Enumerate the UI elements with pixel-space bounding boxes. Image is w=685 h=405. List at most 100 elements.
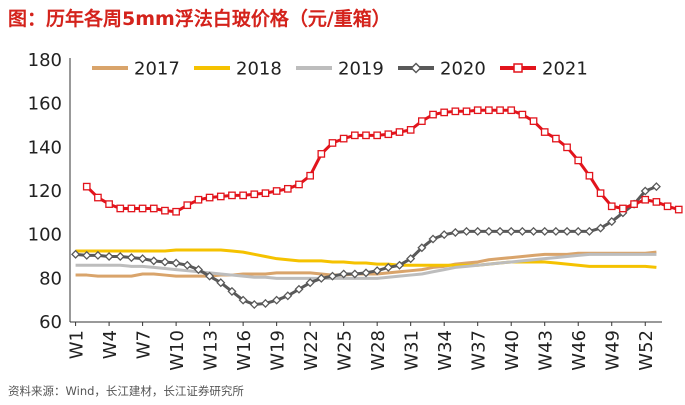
point-2020: [584, 226, 594, 236]
x-tick-label: W1: [67, 330, 88, 359]
point-2020: [607, 217, 617, 227]
point-2021: [462, 107, 471, 116]
legend-label-2018: 2018: [236, 59, 282, 80]
point-2020: [350, 269, 360, 279]
point-2021: [261, 189, 270, 198]
point-2021: [272, 187, 281, 195]
point-2021: [429, 110, 437, 119]
point-2021: [183, 201, 192, 210]
point-2020: [238, 295, 248, 305]
x-tick-label: W52: [636, 330, 657, 371]
point-2021: [216, 192, 225, 201]
point-2020: [640, 186, 650, 196]
point-2021: [596, 189, 605, 198]
legend-label-2019: 2019: [338, 59, 384, 80]
point-2021: [630, 200, 638, 208]
point-2020: [529, 226, 539, 236]
point-2021: [473, 106, 482, 115]
point-2020: [462, 226, 472, 236]
x-tick-label: W10: [167, 330, 188, 371]
point-2020: [294, 284, 304, 294]
x-tick-label: W19: [268, 330, 289, 371]
x-tick-label: W31: [402, 330, 423, 371]
point-2021: [306, 171, 315, 180]
point-2021: [585, 171, 594, 180]
legend-label-2020: 2020: [440, 59, 486, 80]
point-2021: [105, 200, 113, 208]
point-2020: [406, 254, 416, 264]
legend-marker-2020: [410, 62, 422, 74]
y-tick-label: 60: [39, 312, 62, 333]
point-2020: [596, 223, 606, 233]
point-2020: [562, 226, 572, 236]
point-2020: [394, 260, 405, 270]
x-tick-label: W43: [536, 330, 557, 371]
point-2021: [239, 191, 247, 200]
point-2021: [574, 156, 583, 165]
x-tick-label: W4: [100, 330, 121, 359]
legend-label-2021: 2021: [542, 59, 588, 80]
y-tick-label: 140: [28, 137, 62, 158]
point-2020: [651, 182, 661, 192]
point-2020: [517, 226, 527, 236]
point-2021: [116, 204, 125, 213]
point-2021: [205, 193, 214, 202]
point-2020: [205, 271, 215, 281]
point-2020: [283, 291, 293, 301]
point-2020: [361, 268, 371, 278]
x-tick-label: W7: [134, 330, 155, 359]
series-lines: [71, 106, 683, 310]
point-2020: [104, 251, 114, 262]
point-2020: [573, 226, 583, 236]
y-tick-label: 180: [28, 50, 62, 71]
point-2020: [383, 262, 393, 272]
point-2020: [506, 226, 516, 236]
point-2021: [652, 198, 661, 206]
source-note: 资料来源：Wind，长江建材，长江证券研究所: [8, 384, 244, 398]
point-2021: [406, 126, 415, 134]
point-2020: [138, 254, 148, 264]
point-2021: [496, 106, 504, 115]
point-2021: [127, 204, 136, 213]
point-2021: [619, 204, 627, 213]
point-2021: [373, 131, 382, 140]
point-2020: [339, 269, 349, 279]
series-line-2019: [75, 252, 657, 280]
y-tick-label: 100: [28, 225, 62, 246]
point-2021: [82, 182, 91, 191]
point-2020: [126, 253, 136, 263]
point-2020: [171, 258, 181, 268]
point-2021: [440, 108, 449, 117]
point-2020: [272, 295, 282, 305]
point-2021: [641, 195, 650, 204]
point-2021: [138, 204, 147, 213]
point-2020: [71, 249, 81, 259]
point-2020: [149, 256, 159, 266]
point-2021: [250, 190, 259, 199]
point-2021: [172, 207, 180, 216]
x-tick-label: W16: [234, 330, 255, 371]
point-2021: [518, 110, 527, 119]
point-2020: [372, 266, 382, 276]
point-2021: [362, 131, 370, 140]
series-line-2018: [75, 248, 657, 269]
x-tick-label: W37: [469, 330, 490, 371]
point-2021: [417, 117, 426, 125]
point-2021: [295, 180, 303, 189]
point-2021: [552, 134, 560, 143]
x-tick-label: W46: [569, 330, 590, 371]
point-2020: [216, 278, 226, 288]
point-2020: [473, 226, 483, 236]
point-2021: [161, 206, 169, 215]
point-2021: [485, 106, 493, 115]
point-2021: [94, 193, 102, 202]
axes: 60 80 100 120 140 160 180 W1 W4 W7 W10 W13 W16 W19 W22…: [28, 50, 662, 371]
point-2020: [551, 226, 561, 236]
series-line-2020: [75, 185, 657, 307]
legend: 2017 2018 2019 2020 2021: [92, 59, 588, 80]
point-2021: [194, 195, 203, 204]
point-2021: [328, 139, 337, 147]
legend-label-2017: 2017: [134, 59, 180, 80]
point-2021: [563, 143, 571, 152]
y-tick-label: 120: [28, 181, 62, 202]
